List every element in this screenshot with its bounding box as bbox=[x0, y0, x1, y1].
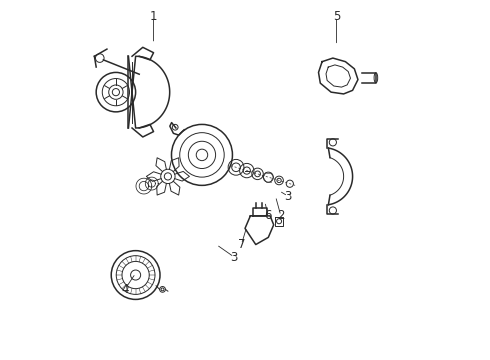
Text: 3: 3 bbox=[231, 251, 238, 264]
Text: 3: 3 bbox=[284, 190, 292, 203]
Text: 5: 5 bbox=[333, 10, 340, 23]
Text: 4: 4 bbox=[121, 283, 128, 296]
Text: 2: 2 bbox=[277, 210, 285, 222]
Text: 1: 1 bbox=[150, 10, 157, 23]
Text: 6: 6 bbox=[265, 210, 272, 222]
Text: 7: 7 bbox=[238, 238, 245, 251]
